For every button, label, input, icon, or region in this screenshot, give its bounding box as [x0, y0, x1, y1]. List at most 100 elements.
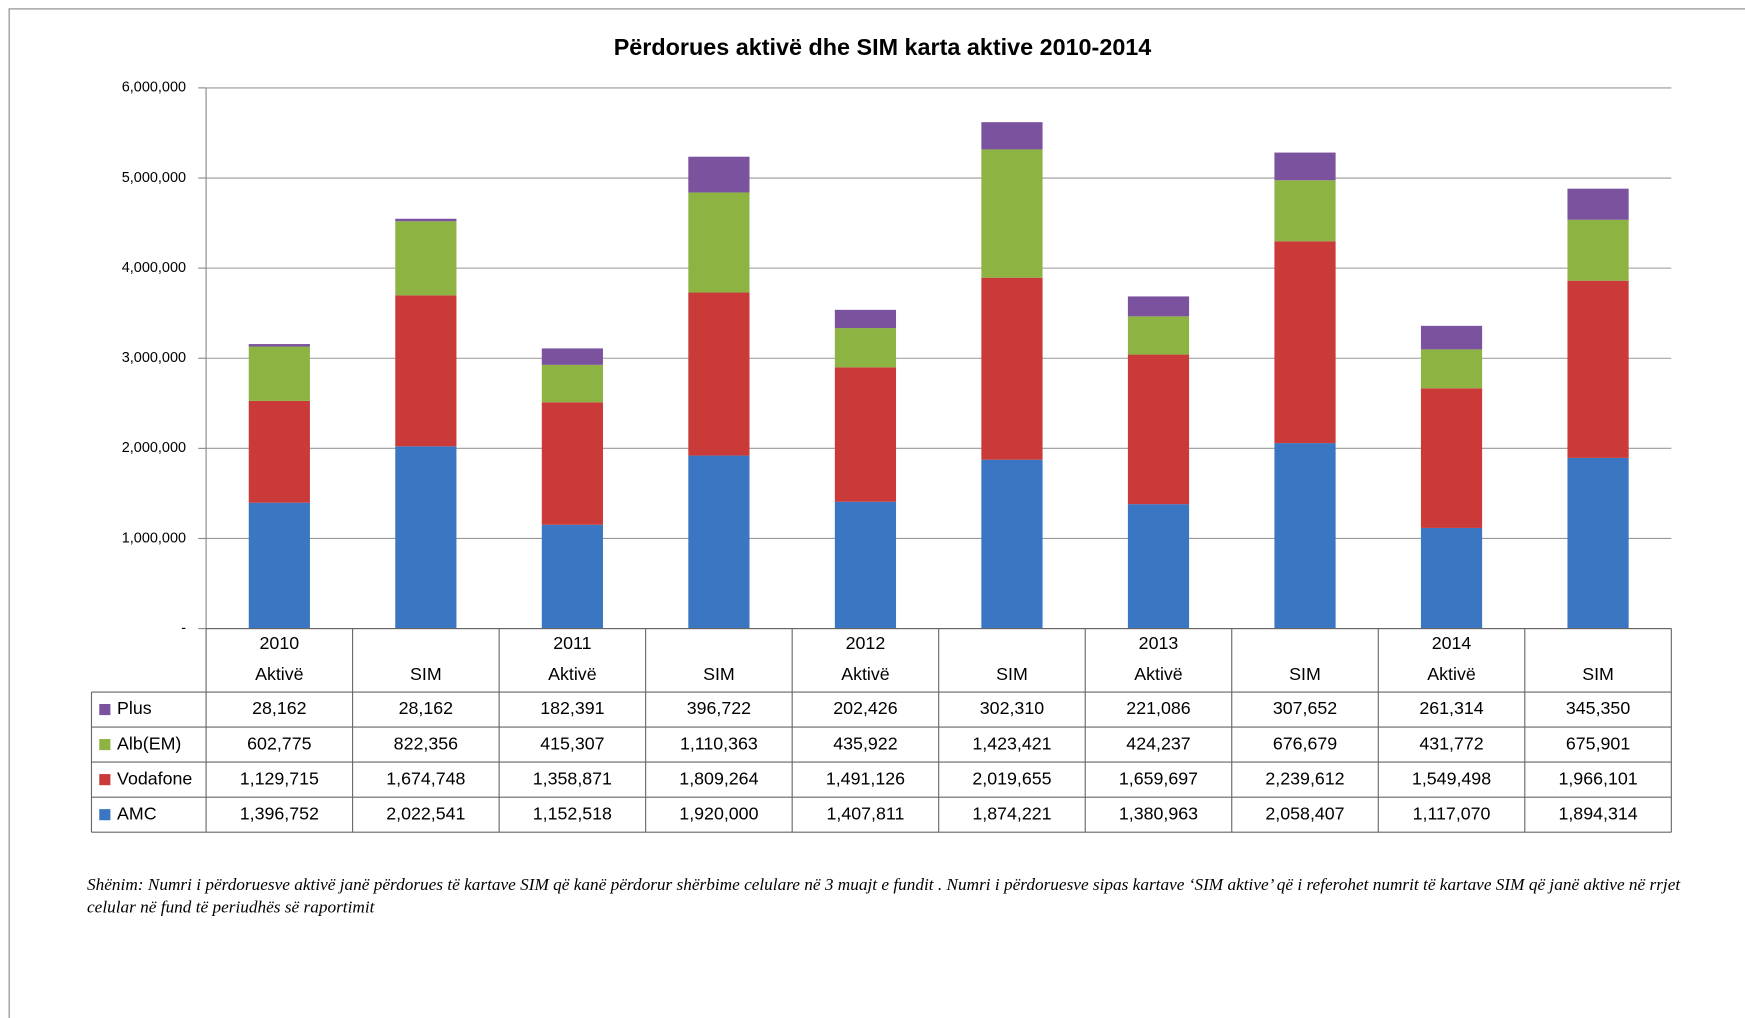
- data-label: 202,426: [833, 698, 897, 718]
- data-label: 307,652: [1273, 698, 1337, 718]
- data-label: 2,022,541: [386, 803, 465, 823]
- bar-segment: [1274, 443, 1336, 629]
- bar-segment: [1127, 316, 1190, 355]
- x-year-label: 2010: [260, 633, 300, 653]
- bar-segment: [1567, 219, 1629, 281]
- data-label: 28,162: [252, 698, 306, 718]
- bar-segment: [248, 502, 310, 629]
- data-label: 1,549,498: [1412, 768, 1491, 788]
- frame: [8, 8, 1745, 1018]
- bar-segment: [395, 221, 457, 296]
- data-label: 28,162: [399, 698, 453, 718]
- x-tick-label: Aktivë: [1427, 664, 1476, 684]
- bar-segment: [688, 156, 750, 193]
- bar-segment: [1127, 354, 1190, 505]
- legend-label: Vodafone: [117, 768, 192, 788]
- x-tick-label: SIM: [996, 664, 1028, 684]
- data-label: 1,674,748: [386, 768, 465, 788]
- bar-segment: [834, 501, 897, 629]
- bar-segment: [541, 364, 603, 403]
- data-label: 261,314: [1419, 698, 1483, 718]
- data-label: 2,239,612: [1265, 768, 1344, 788]
- y-tick-label: 4,000,000: [122, 260, 186, 276]
- data-label: 1,152,518: [533, 803, 612, 823]
- x-tick-label: Aktivë: [255, 664, 304, 684]
- data-label: 2,019,655: [972, 768, 1051, 788]
- bar-segment: [981, 459, 1043, 629]
- data-label: 396,722: [687, 698, 751, 718]
- data-label: 1,423,421: [972, 733, 1051, 753]
- data-label: 424,237: [1126, 733, 1190, 753]
- bar-segment: [688, 455, 750, 629]
- legend-label: Plus: [117, 698, 152, 718]
- note-box: Shënim: Numri i përdoruesve aktivë janë …: [87, 875, 1681, 917]
- x-tick-label: Aktivë: [841, 664, 890, 684]
- data-label: 1,358,871: [533, 768, 612, 788]
- bar-segment: [688, 192, 750, 293]
- data-label: 302,310: [980, 698, 1044, 718]
- x-year-label: 2013: [1139, 633, 1179, 653]
- legend-swatch: [99, 739, 111, 751]
- bar-segment: [248, 400, 310, 503]
- bar-segment: [1274, 241, 1336, 444]
- data-label: 822,356: [394, 733, 458, 753]
- data-label: 221,086: [1126, 698, 1190, 718]
- legend-label: Alb(EM): [117, 733, 181, 753]
- data-label: 675,901: [1566, 733, 1630, 753]
- x-tick-label: SIM: [1582, 664, 1614, 684]
- bar-segment: [834, 328, 897, 368]
- bar-segment: [1420, 349, 1483, 389]
- data-label: 1,380,963: [1119, 803, 1198, 823]
- bar-segment: [981, 277, 1043, 460]
- data-label: 1,809,264: [679, 768, 758, 788]
- x-year-label: 2011: [553, 633, 591, 653]
- y-tick-label: 3,000,000: [122, 350, 186, 366]
- data-label: 1,396,752: [240, 803, 319, 823]
- data-label: 1,874,221: [972, 803, 1051, 823]
- bar-segment: [1127, 504, 1190, 629]
- data-label: 1,117,070: [1413, 803, 1491, 823]
- data-label: 1,894,314: [1558, 803, 1637, 823]
- data-label: 676,679: [1273, 733, 1337, 753]
- bar-segment: [541, 524, 603, 629]
- bar-segment: [1567, 188, 1629, 220]
- data-label: 431,772: [1419, 733, 1483, 753]
- y-tick-label: 6,000,000: [122, 80, 186, 96]
- bar-segment: [248, 346, 310, 401]
- x-tick-label: SIM: [410, 664, 442, 684]
- bar-segment: [1420, 527, 1483, 629]
- data-label: 1,129,715: [240, 768, 319, 788]
- bar-segment: [1274, 152, 1336, 181]
- y-tick-label: -: [181, 620, 186, 636]
- x-tick-label: SIM: [703, 664, 735, 684]
- bar-segment: [981, 122, 1043, 150]
- bar-segment: [395, 295, 457, 447]
- data-label: 435,922: [833, 733, 897, 753]
- x-year-label: 2014: [1432, 633, 1472, 653]
- x-tick-label: SIM: [1289, 664, 1321, 684]
- bar-segment: [248, 344, 310, 347]
- note: Shënim: Numri i përdoruesve aktivë janë …: [87, 875, 1681, 917]
- bar-segment: [1127, 296, 1190, 317]
- chart-title: Përdorues aktivë dhe SIM karta aktive 20…: [614, 34, 1152, 60]
- bar-segment: [395, 446, 457, 629]
- data-label: 1,110,363: [680, 733, 758, 753]
- bar-segment: [834, 309, 897, 329]
- bar-segment: [541, 348, 603, 365]
- data-label: 345,350: [1566, 698, 1630, 718]
- bar-segment: [834, 367, 897, 502]
- data-label: 1,407,811: [827, 803, 905, 823]
- data-label: 1,966,101: [1558, 768, 1637, 788]
- x-tick-label: Aktivë: [1134, 664, 1183, 684]
- bar-segment: [688, 292, 750, 456]
- data-label: 2,058,407: [1265, 803, 1344, 823]
- legend-swatch: [99, 774, 111, 786]
- legend-swatch: [99, 809, 111, 821]
- data-label: 1,491,126: [826, 768, 905, 788]
- bar-segment: [1420, 388, 1483, 528]
- x-year-label: 2012: [846, 633, 886, 653]
- legend-swatch: [99, 703, 111, 716]
- bar-segment: [981, 149, 1043, 278]
- legend-label: AMC: [117, 803, 157, 823]
